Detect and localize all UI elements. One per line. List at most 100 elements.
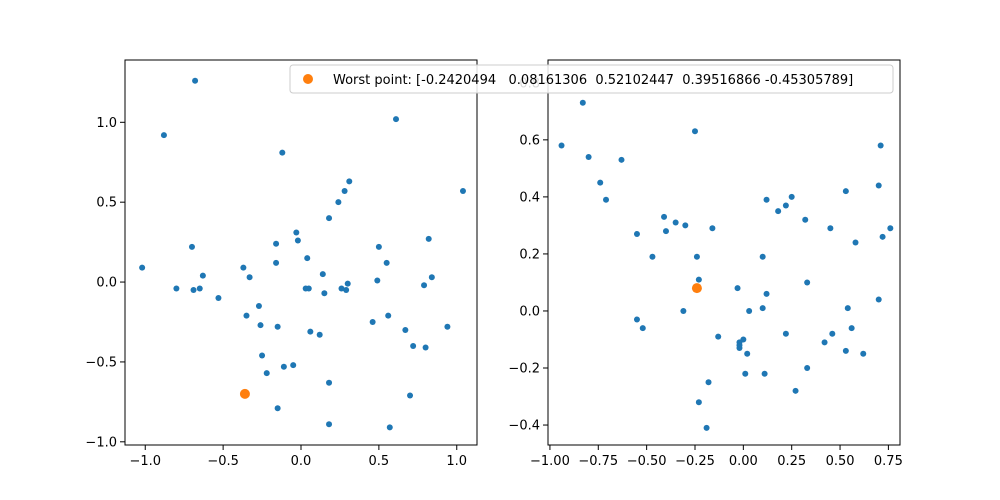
left-data-point xyxy=(459,187,466,194)
left-data-point xyxy=(293,229,300,236)
right-y-tick-label: 0.6 xyxy=(519,133,540,148)
left-y-tick-label: 0.0 xyxy=(96,276,117,291)
right-data-point xyxy=(649,253,656,260)
right-data-point xyxy=(639,325,646,332)
left-x-tick-label: −1.0 xyxy=(129,454,161,469)
right-x-tick-label: 0.50 xyxy=(826,454,855,469)
right-data-point xyxy=(744,350,751,357)
left-data-point xyxy=(346,178,353,185)
right-y-tick-label: −0.2 xyxy=(508,362,540,377)
right-data-point xyxy=(827,225,834,232)
right-data-point xyxy=(782,202,789,209)
left-data-point xyxy=(215,295,222,302)
right-data-point xyxy=(742,370,749,377)
right-data-point xyxy=(821,339,828,346)
left-data-point xyxy=(425,235,432,242)
left-data-point xyxy=(375,243,382,250)
right-data-point xyxy=(691,128,698,135)
left-data-point xyxy=(139,264,146,271)
left-y-tick-label: −0.5 xyxy=(85,355,117,370)
right-y-tick-label: 0.0 xyxy=(519,304,540,319)
right-axes-frame xyxy=(547,59,901,446)
left-data-point xyxy=(410,342,417,349)
right-data-point xyxy=(875,182,882,189)
right-data-point xyxy=(879,233,886,240)
right-data-point xyxy=(695,399,702,406)
left-data-point xyxy=(246,274,253,281)
left-x-tick-label: 1.0 xyxy=(446,454,467,469)
left-data-point xyxy=(273,259,280,266)
right-data-point xyxy=(759,305,766,312)
right-data-point xyxy=(746,307,753,314)
left-data-point xyxy=(263,370,270,377)
right-data-point xyxy=(661,213,668,220)
right-data-point xyxy=(792,387,799,394)
left-data-point xyxy=(274,405,281,412)
right-data-point xyxy=(877,142,884,149)
left-data-point xyxy=(393,116,400,123)
left-data-point xyxy=(279,149,286,156)
left-data-point xyxy=(386,424,393,431)
left-data-point xyxy=(290,362,297,369)
left-data-point xyxy=(173,285,180,292)
left-data-point xyxy=(338,285,345,292)
right-y-tick-label: 0.2 xyxy=(519,247,540,262)
right-data-point xyxy=(759,253,766,260)
left-data-point xyxy=(369,318,376,325)
left-data-point xyxy=(199,272,206,279)
left-x-tick-label: 0.5 xyxy=(369,454,390,469)
right-data-point xyxy=(558,142,565,149)
left-data-point xyxy=(305,285,312,292)
left-data-point xyxy=(280,363,287,370)
left-data-point xyxy=(274,323,281,330)
left-data-point xyxy=(444,323,451,330)
right-y-tick-label: 0.4 xyxy=(519,190,540,205)
left-worst-point xyxy=(239,388,250,399)
right-data-point xyxy=(734,285,741,292)
right-data-point xyxy=(775,208,782,215)
right-data-point xyxy=(887,225,894,232)
left-data-point xyxy=(326,421,333,428)
right-data-point xyxy=(763,196,770,203)
left-data-point xyxy=(255,303,262,310)
left-data-point xyxy=(343,287,350,294)
right-data-point xyxy=(763,290,770,297)
right-x-tick-label: 0.75 xyxy=(874,454,903,469)
right-data-point xyxy=(788,193,795,200)
left-data-point xyxy=(259,352,266,359)
right-data-point xyxy=(782,330,789,337)
left-data-point xyxy=(321,290,328,297)
legend-worst-point-label: Worst point: [-0.2420494 0.08161306 0.52… xyxy=(333,73,853,88)
left-data-point xyxy=(385,312,392,319)
left-data-point xyxy=(335,199,342,206)
right-x-tick-label: −1.00 xyxy=(530,454,570,469)
right-data-point xyxy=(597,179,604,186)
right-data-point xyxy=(662,228,669,235)
right-data-point xyxy=(875,296,882,303)
legend-worst-point-marker xyxy=(303,74,313,84)
left-x-tick-label: −0.5 xyxy=(207,454,239,469)
left-data-point xyxy=(294,237,301,244)
right-data-point xyxy=(709,225,716,232)
left-data-point xyxy=(160,132,167,139)
right-data-point xyxy=(829,330,836,337)
left-data-point xyxy=(257,322,264,329)
left-data-point xyxy=(273,240,280,247)
right-data-point xyxy=(842,188,849,195)
right-data-point xyxy=(680,307,687,314)
left-data-point xyxy=(341,187,348,194)
right-data-point xyxy=(848,325,855,332)
left-data-point xyxy=(407,392,414,399)
right-data-point xyxy=(844,305,851,312)
right-data-point xyxy=(618,156,625,163)
right-data-point xyxy=(633,230,640,237)
right-data-point xyxy=(842,347,849,354)
left-data-point xyxy=(344,280,351,287)
right-x-tick-label: −0.25 xyxy=(675,454,715,469)
right-data-point xyxy=(740,336,747,343)
right-x-tick-label: −0.75 xyxy=(578,454,618,469)
left-x-tick-label: 0.0 xyxy=(291,454,312,469)
left-data-point xyxy=(307,328,314,335)
left-scatter-axes: −1.0 −0.5 0.0 0.5 1.0 −1.0 −0.5 0.0 0.5 1.0 xyxy=(85,59,478,469)
